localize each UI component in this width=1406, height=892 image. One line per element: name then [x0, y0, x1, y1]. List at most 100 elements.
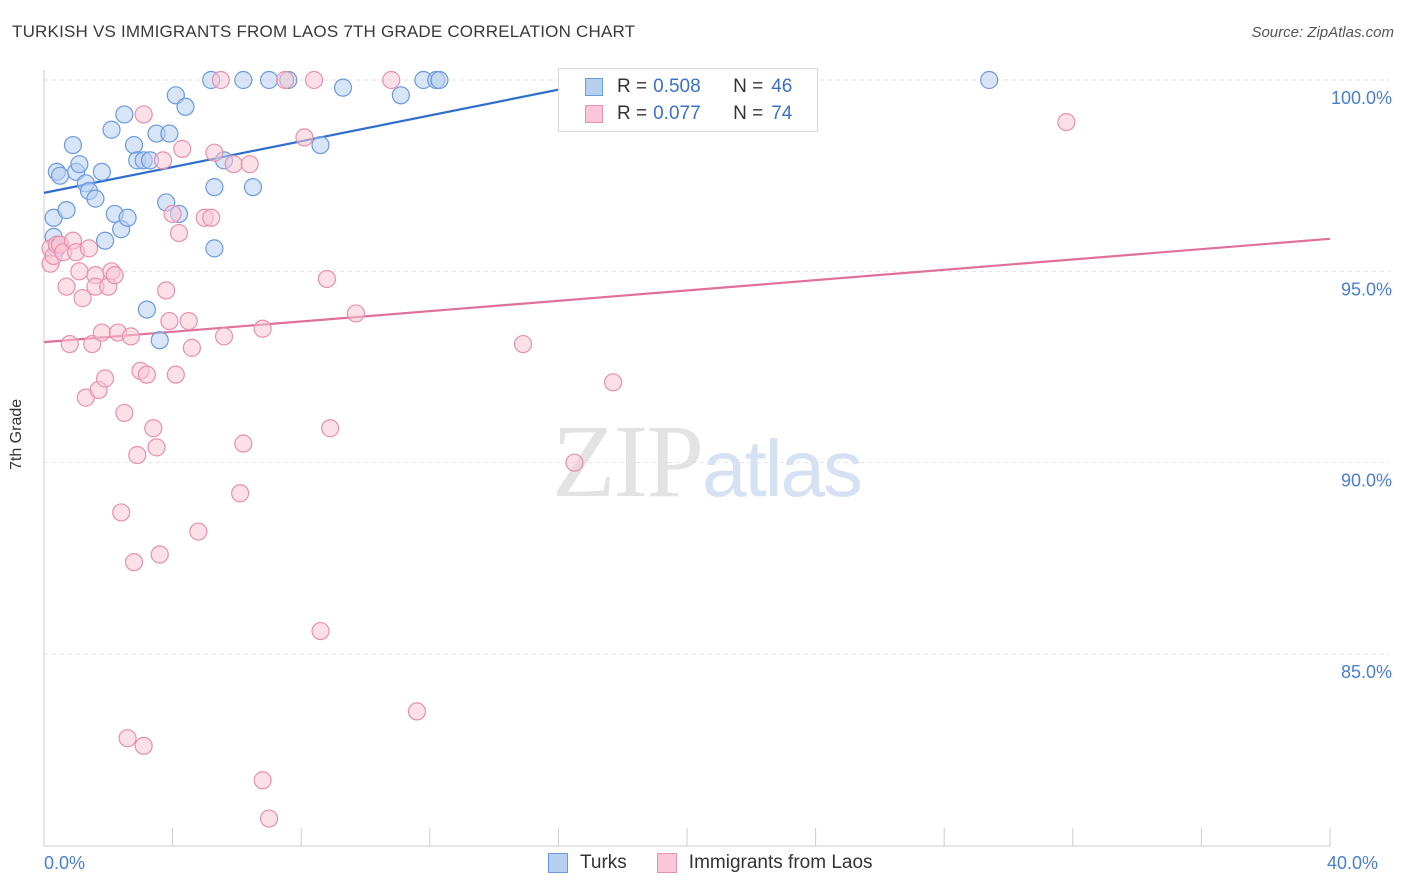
legend-swatch-laos	[585, 105, 603, 123]
laos-point	[603, 373, 623, 392]
turks-point	[63, 135, 83, 155]
source-label: Source: ZipAtlas.com	[1251, 24, 1394, 41]
turks-point	[95, 231, 115, 250]
laos-point	[173, 139, 192, 158]
laos-point	[70, 262, 89, 281]
laos-point	[128, 445, 147, 465]
laos-point	[79, 239, 99, 258]
turks-point	[118, 208, 137, 227]
turks-trend-line	[43, 78, 607, 194]
turks-point	[115, 105, 134, 124]
turks-point	[234, 70, 253, 90]
laos-point	[150, 545, 169, 564]
laos-point	[105, 266, 124, 285]
laos-point	[346, 304, 365, 323]
laos-point	[211, 70, 230, 90]
turks-point	[311, 135, 330, 155]
legend-swatch-turks	[585, 78, 603, 96]
turks-point	[980, 70, 999, 90]
series-label-laos: Immigrants from Laos	[688, 852, 873, 873]
turks-point	[430, 70, 449, 90]
laos-point	[304, 70, 324, 90]
data-points	[41, 70, 1076, 828]
laos-point	[179, 311, 198, 331]
turks-point	[391, 86, 410, 105]
laos-point	[166, 365, 185, 384]
laos-point	[124, 553, 144, 572]
laos-point	[202, 208, 221, 227]
laos-point	[565, 453, 584, 472]
laos-point	[147, 438, 166, 457]
series-legend-turks[interactable]: Turks	[548, 852, 627, 874]
turks-point	[92, 162, 111, 181]
series-legend: Turks Immigrants from Laos	[548, 852, 903, 874]
laos-point	[169, 223, 189, 243]
laos-point	[182, 338, 201, 357]
series-label-turks: Turks	[580, 852, 627, 873]
laos-point	[112, 503, 131, 522]
laos-point	[160, 311, 179, 331]
tick-labels: 100.0% 95.0% 90.0% 85.0% 0.0% 40.0%	[44, 88, 1392, 873]
chart-title: TURKISH VS IMMIGRANTS FROM LAOS 7TH GRAD…	[12, 22, 636, 41]
series-legend-laos[interactable]: Immigrants from Laos	[656, 852, 873, 874]
laos-point	[382, 70, 401, 90]
turks-point	[102, 120, 121, 139]
laos-point	[137, 365, 156, 384]
axes	[43, 70, 1331, 847]
y-tick-label: 85.0%	[1341, 662, 1392, 682]
turks-point	[70, 155, 89, 174]
laos-point	[144, 419, 163, 438]
laos-point	[231, 484, 250, 503]
laos-point	[57, 277, 76, 296]
legend-n-label: N =	[733, 76, 764, 97]
turks-point	[57, 201, 76, 220]
laos-trend-line	[43, 237, 1331, 344]
laos-point	[259, 809, 279, 828]
y-tick-label: 90.0%	[1341, 471, 1392, 491]
laos-point	[234, 434, 253, 453]
laos-point	[157, 281, 176, 300]
laos-point	[73, 289, 92, 308]
turks-point	[86, 189, 105, 208]
turks-point	[259, 70, 279, 90]
legend-n-value: 74	[771, 103, 793, 124]
legend-r-value: 0.077	[653, 103, 701, 124]
laos-point	[118, 729, 137, 748]
laos-point	[153, 151, 173, 170]
legend-n-label: N =	[733, 103, 764, 124]
laos-point	[134, 736, 153, 755]
laos-point	[214, 327, 234, 346]
laos-point	[205, 143, 224, 162]
legend-r-label: R =	[617, 76, 648, 97]
laos-point	[115, 403, 134, 423]
laos-point	[513, 334, 533, 354]
laos-point	[253, 771, 272, 790]
laos-point	[311, 621, 330, 641]
laos-point	[95, 369, 115, 388]
laos-point	[163, 204, 182, 224]
laos-point	[240, 155, 259, 174]
turks-point	[205, 178, 224, 197]
legend-row-turks: R = 0.508 N = 46	[585, 74, 792, 100]
legend-n-value: 46	[771, 76, 793, 97]
watermark-atlas: atlas	[702, 424, 863, 513]
laos-point	[224, 155, 243, 174]
laos-point	[189, 522, 208, 541]
laos-point	[134, 105, 153, 124]
turks-point	[160, 124, 179, 143]
turks-point	[176, 97, 195, 116]
turks-point	[50, 166, 70, 185]
x-tick-label: 40.0%	[1327, 853, 1378, 873]
turks-point	[243, 178, 263, 197]
legend-r-label: R =	[617, 103, 648, 124]
laos-point	[1057, 112, 1076, 132]
series-swatch-turks	[548, 853, 568, 873]
laos-point	[60, 334, 79, 354]
legend-row-laos: R = 0.077 N = 74	[585, 101, 792, 127]
x-tick-label: 0.0%	[44, 853, 85, 873]
correlation-legend: R = 0.508 N = 46 R = 0.077 N = 74	[558, 68, 818, 132]
laos-point	[276, 70, 295, 90]
laos-point	[321, 419, 340, 438]
y-tick-label: 100.0%	[1331, 88, 1392, 108]
